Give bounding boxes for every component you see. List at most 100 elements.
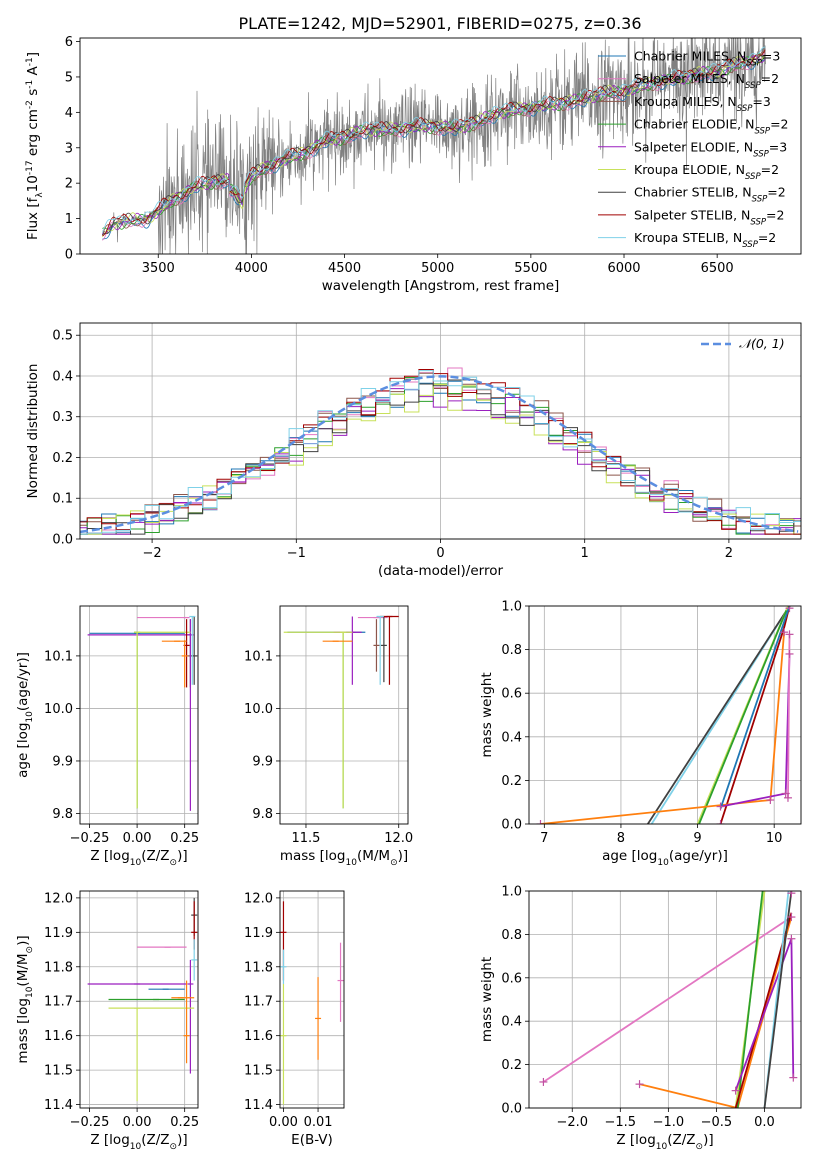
x-tick-label: −0.25 <box>70 831 110 846</box>
y-tick-label: 12.0 <box>44 891 73 906</box>
y-tick-label: 9.9 <box>252 754 273 769</box>
y-tick-label: 0.3 <box>52 410 73 425</box>
x-tick-label: 0 <box>436 546 444 561</box>
legend-entry: Salpeter MILES, NSSP=2 <box>634 71 779 91</box>
weight-line-chabrier-elodie <box>698 610 788 824</box>
x-axis-label: Z [log10(Z/Z⊙)] <box>616 1132 713 1152</box>
y-tick-label: 11.7 <box>244 995 273 1010</box>
x-tick-label: 5500 <box>514 261 547 276</box>
weight-marker <box>787 913 796 922</box>
errorbar-point <box>189 615 196 685</box>
weight-marker <box>787 891 796 898</box>
x-axis-label: mass [log10(M/M⊙)] <box>280 848 408 868</box>
x-tick-label: 0.00 <box>123 1115 152 1130</box>
histogram-kroupa-stelib <box>80 370 801 535</box>
x-tick-label: 4500 <box>328 261 361 276</box>
axes-frame <box>528 890 802 1109</box>
x-tick-label: −0.25 <box>70 1115 110 1130</box>
y-tick-label: 0.0 <box>501 818 522 833</box>
weight-line-orange <box>639 916 793 1108</box>
legend-entry: Chabrier ELODIE, NSSP=2 <box>634 117 789 137</box>
histogram-chabrier-stelib <box>80 379 801 535</box>
x-tick-label: 9 <box>693 831 701 846</box>
axes-frame <box>279 890 345 1109</box>
y-tick-label: 1 <box>65 212 73 227</box>
age-vs-mass-plot-area <box>283 615 399 809</box>
axes-frame <box>279 605 409 825</box>
y-tick-label: 0.1 <box>52 492 73 507</box>
legend-entry: 𝒩(0, 1) <box>739 336 785 351</box>
x-tick-label: −2 <box>143 546 162 561</box>
x-tick-label: 0.25 <box>170 1115 199 1130</box>
errorbar-point <box>108 1007 195 1102</box>
weight-marker <box>635 1080 644 1089</box>
weight-marker <box>731 1086 740 1095</box>
y-axis-label: mass weight <box>479 672 495 757</box>
y-tick-label: 2 <box>65 177 73 192</box>
y-tick-label: 0.4 <box>501 1015 522 1030</box>
y-tick-label: 11.9 <box>244 926 273 941</box>
weight-marker <box>783 793 792 802</box>
y-tick-label: 9.8 <box>52 807 73 822</box>
errorbar-point <box>187 959 194 1074</box>
x-tick-label: 3500 <box>142 261 175 276</box>
weight-line-chabrier-stelib <box>647 607 789 824</box>
y-tick-label: 0.2 <box>52 451 73 466</box>
y-tick-label: 4 <box>65 106 73 121</box>
x-tick-label: 0.0 <box>754 1115 775 1130</box>
errorbar-point <box>315 977 322 1060</box>
x-axis-label: age [log10(age/yr)] <box>602 848 728 868</box>
y-tick-label: 0.4 <box>52 369 73 384</box>
errorbar-point <box>283 631 353 809</box>
x-tick-label: −1 <box>287 546 306 561</box>
x-tick-label: 11.5 <box>291 831 320 846</box>
weight-line-chabrier-miles <box>719 606 791 809</box>
model-line-kroupa-elodie <box>102 55 766 238</box>
x-tick-label: 4000 <box>235 261 268 276</box>
y-tick-label: 1.0 <box>501 600 522 615</box>
y-tick-label: 11.7 <box>44 995 73 1010</box>
x-tick-label: 6000 <box>607 261 640 276</box>
spectrum-panel: 3500 4000 4500 5000 5500 6000 6500 0 1 2 3 4 5 6 wavel… <box>25 35 802 294</box>
x-tick-label: 2 <box>725 546 733 561</box>
y-tick-label: 12.0 <box>244 891 273 906</box>
residuals-panel: −2 −1 0 1 2 0.0 0.1 0.2 0.3 0.4 0.5 (data-model)/er… <box>25 322 802 579</box>
weight-marker <box>785 606 794 613</box>
y-tick-label: 11.8 <box>44 960 73 975</box>
axes-frame <box>79 37 802 255</box>
weight-marker <box>766 796 775 805</box>
y-tick-label: 0.6 <box>501 687 522 702</box>
errorbar-point <box>376 615 384 685</box>
y-tick-label: 3 <box>65 141 73 156</box>
axes-frame <box>79 322 802 540</box>
x-axis-label: Z [log10(Z/Z⊙)] <box>90 1132 187 1152</box>
mass-vs-EBV-panel: 0.00 0.01 11.4 11.5 11.6 11.7 11.8 11.9 12.0 E(B-… <box>244 890 345 1148</box>
x-tick-label: −1.5 <box>605 1115 637 1130</box>
legend-entry: Kroupa STELIB, NSSP=2 <box>634 230 776 250</box>
y-tick-label: 6 <box>65 35 73 50</box>
weight-marker <box>716 820 725 824</box>
x-tick-label: 0.25 <box>170 831 199 846</box>
y-tick-label: 11.4 <box>244 1098 273 1113</box>
weight-marker <box>785 649 794 658</box>
y-tick-label: 0.6 <box>501 971 522 986</box>
x-axis-label: (data-model)/error <box>378 563 504 579</box>
x-axis-label: wavelength [Angstrom, rest frame] <box>322 278 560 294</box>
legend-entry: Chabrier STELIB, NSSP=2 <box>634 185 786 205</box>
mass-weight-vs-Z-panel: −2.0 −1.5 −1.0 −0.5 0.0 0.0 0.2 0.4 0.6 0.8 1.0 Z [… <box>479 885 802 1152</box>
y-tick-label: 0.8 <box>501 643 522 658</box>
errorbar-point <box>183 980 190 1064</box>
legend-entry: Chabrier MILES, NSSP=3 <box>634 49 780 69</box>
mass-vs-EBV-plot-area <box>280 901 344 1105</box>
y-tick-label: 10.1 <box>244 649 273 664</box>
y-tick-label: 0.4 <box>501 730 522 745</box>
weight-marker <box>785 630 794 639</box>
x-tick-label: 12.0 <box>384 831 413 846</box>
errorbar-point <box>280 949 287 984</box>
y-tick-label: 9.8 <box>252 807 273 822</box>
errorbar-point <box>373 619 380 672</box>
age-vs-Z-plot-area <box>87 615 198 811</box>
y-tick-label: 0.2 <box>501 1058 522 1073</box>
y-tick-label: 0 <box>65 248 73 263</box>
